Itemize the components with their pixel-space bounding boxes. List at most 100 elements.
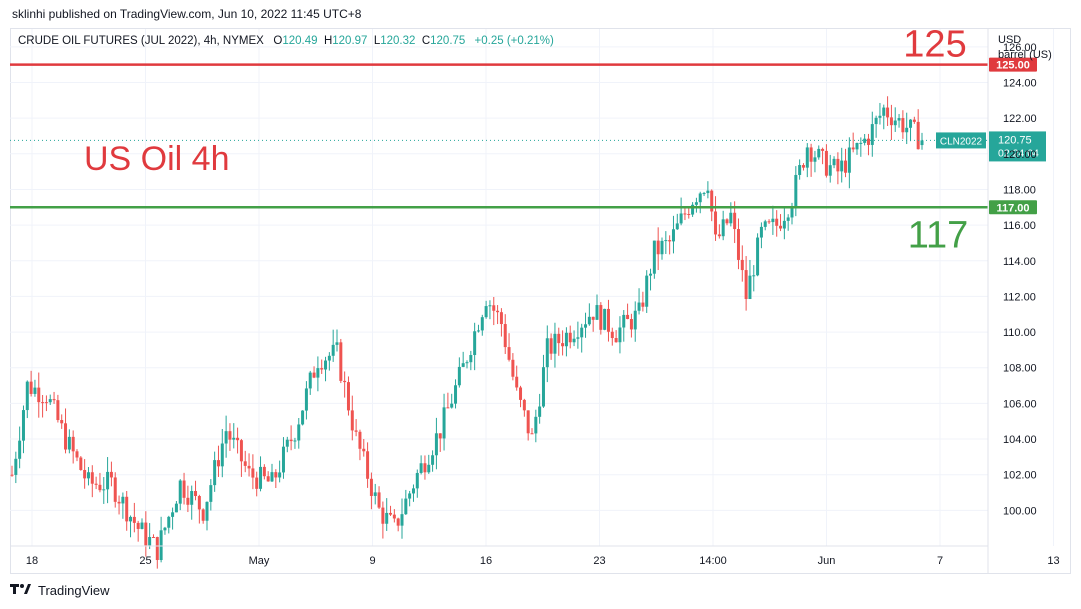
candle-body [813, 157, 817, 162]
candle-body [622, 314, 626, 328]
candle [480, 314, 484, 336]
candle [64, 408, 68, 454]
y-tick-label: 122.00 [1003, 113, 1037, 125]
candle [679, 197, 683, 226]
candle [163, 526, 167, 535]
candle [847, 137, 851, 189]
axis-unit-name: barrel (US) [998, 49, 1052, 61]
candle [400, 498, 404, 539]
candle-body [545, 338, 549, 368]
candle-body [469, 355, 473, 363]
candle-body [782, 220, 786, 229]
candle [415, 469, 419, 498]
candle-body [476, 330, 480, 332]
candle-body [159, 530, 163, 561]
candle-body [37, 387, 41, 403]
candle-body [461, 363, 465, 367]
x-tick-label: 9 [369, 555, 375, 567]
candle-body [324, 360, 328, 370]
candle-body [392, 514, 396, 519]
candle-body [801, 165, 805, 168]
candle-body [824, 150, 828, 176]
candle [473, 322, 477, 371]
candle [308, 370, 312, 395]
candle [541, 354, 545, 408]
candle-body [312, 372, 316, 378]
candle-body [538, 406, 542, 417]
candle-body [828, 165, 832, 176]
level-annotation-125: 125 [903, 24, 966, 66]
candle [851, 132, 855, 153]
candle [140, 518, 144, 530]
candle-body [243, 461, 247, 466]
candle-body [136, 522, 140, 529]
candle-body [916, 121, 920, 150]
candle [381, 501, 385, 539]
candle [503, 314, 507, 355]
candle [622, 310, 626, 342]
candle-body [220, 443, 224, 467]
candle-body [717, 234, 721, 237]
candle-body [109, 471, 113, 478]
candle [182, 472, 186, 505]
candle-body [209, 485, 213, 502]
candle [889, 104, 893, 141]
candle [278, 460, 282, 483]
candle [897, 113, 901, 128]
candle-body [660, 240, 664, 255]
candle [798, 159, 802, 180]
candle [549, 333, 553, 360]
candle [725, 218, 729, 226]
candle-body [377, 492, 381, 508]
candle-body [450, 403, 454, 408]
candle [721, 210, 725, 241]
x-tick-label: Jun [818, 555, 836, 567]
candle [346, 376, 350, 416]
candle-body [557, 333, 561, 344]
candle-body [289, 439, 293, 442]
candle-body [821, 148, 825, 151]
candle-body [740, 259, 744, 271]
plot-area-border [10, 28, 1071, 574]
candle [828, 154, 832, 183]
candle-body [33, 387, 37, 394]
candle-body [366, 451, 370, 479]
candle-body [29, 381, 33, 394]
x-tick-label: 25 [139, 555, 151, 567]
candle-body [304, 388, 308, 411]
footer-brand[interactable]: TradingView [10, 582, 110, 599]
candle [216, 445, 220, 477]
candle [740, 245, 744, 282]
candle-body [14, 458, 18, 475]
candle [44, 395, 48, 412]
candle [817, 145, 821, 160]
candle-body [350, 410, 354, 431]
x-tick-label: 18 [26, 555, 38, 567]
candle-body [629, 319, 633, 330]
candle-body [182, 480, 186, 498]
candle [909, 119, 913, 142]
candle [79, 456, 83, 471]
candle [603, 308, 607, 331]
candle [499, 308, 503, 337]
candle [304, 381, 308, 420]
candle [243, 450, 247, 473]
candle [408, 490, 412, 507]
candle-body [293, 440, 297, 442]
candle [905, 112, 909, 145]
legend-symbol: CRUDE OIL FUTURES (JUL 2022), 4h, NYMEX [18, 35, 264, 47]
candle [779, 214, 783, 232]
candle [190, 485, 194, 520]
candle [52, 391, 56, 404]
candle [759, 222, 763, 249]
candle [411, 484, 415, 502]
candle [67, 429, 71, 454]
candle [297, 418, 301, 449]
candle-body [148, 537, 152, 546]
axis-currency: USD [998, 34, 1022, 46]
candle-body [840, 160, 844, 172]
candle-body [140, 522, 144, 529]
candle [239, 438, 243, 477]
